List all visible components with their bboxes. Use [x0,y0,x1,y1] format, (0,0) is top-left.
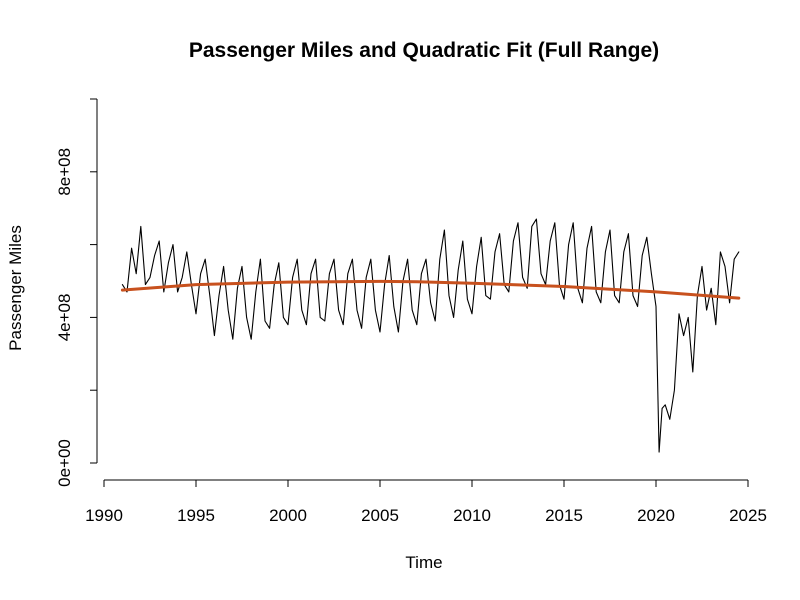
x-tick-label: 2005 [361,506,399,525]
y-tick-label: 0e+00 [55,439,74,487]
x-tick-label: 2025 [729,506,767,525]
x-tick-label: 1990 [85,506,123,525]
x-axis-label: Time [405,553,442,572]
y-axis-ticks: 0e+00 4e+08 8e+08 [55,98,97,487]
x-tick-label: 2010 [453,506,491,525]
passenger-miles-line [121,218,740,453]
x-tick-label: 1995 [177,506,215,525]
plot-area [120,218,741,453]
y-axis-label: Passenger Miles [6,225,25,351]
y-tick-label: 8e+08 [55,148,74,196]
chart-title: Passenger Miles and Quadratic Fit (Full … [189,39,659,62]
x-tick-label: 2000 [269,506,307,525]
y-tick-label: 4e+08 [55,294,74,342]
x-tick-label: 2015 [545,506,583,525]
x-tick-label: 2020 [637,506,675,525]
quadratic-fit-line [120,279,741,300]
x-axis-ticks: 1990 1995 2000 2005 2010 2015 2020 2025 [85,480,767,525]
